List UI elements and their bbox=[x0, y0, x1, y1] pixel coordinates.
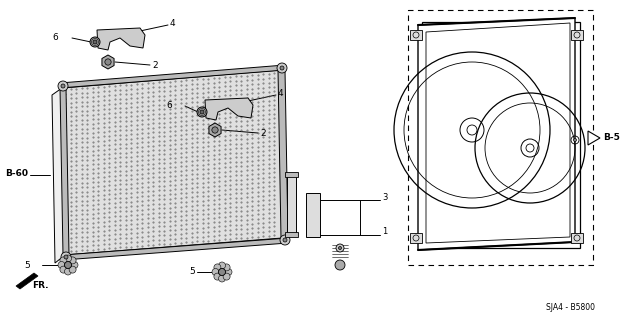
Circle shape bbox=[58, 262, 65, 269]
Circle shape bbox=[200, 110, 204, 114]
Circle shape bbox=[223, 264, 230, 271]
Circle shape bbox=[65, 262, 72, 269]
Text: 5: 5 bbox=[189, 268, 195, 277]
Text: 2: 2 bbox=[260, 129, 266, 137]
Bar bbox=[410, 233, 422, 243]
Bar bbox=[571, 30, 583, 40]
Text: 2: 2 bbox=[152, 61, 157, 70]
Polygon shape bbox=[287, 175, 296, 235]
Circle shape bbox=[277, 63, 287, 73]
Polygon shape bbox=[52, 88, 65, 263]
Circle shape bbox=[280, 66, 284, 70]
Polygon shape bbox=[60, 65, 285, 88]
Circle shape bbox=[214, 273, 221, 280]
Text: FR.: FR. bbox=[32, 280, 49, 290]
Circle shape bbox=[93, 40, 97, 44]
Text: 6: 6 bbox=[52, 33, 58, 41]
Polygon shape bbox=[205, 98, 253, 120]
Circle shape bbox=[64, 255, 68, 259]
Circle shape bbox=[61, 257, 76, 272]
Circle shape bbox=[283, 238, 287, 242]
Circle shape bbox=[197, 107, 207, 117]
Circle shape bbox=[60, 266, 67, 273]
Text: 3: 3 bbox=[382, 192, 387, 202]
Text: B-60: B-60 bbox=[5, 168, 28, 177]
Circle shape bbox=[218, 262, 225, 269]
Circle shape bbox=[105, 59, 111, 65]
Text: B-5: B-5 bbox=[603, 133, 620, 143]
Polygon shape bbox=[418, 18, 575, 250]
Text: 1: 1 bbox=[382, 227, 387, 236]
Circle shape bbox=[225, 269, 232, 276]
Text: SJA4 - B5800: SJA4 - B5800 bbox=[546, 302, 595, 311]
Circle shape bbox=[212, 269, 219, 276]
Polygon shape bbox=[102, 55, 114, 69]
Circle shape bbox=[336, 244, 344, 252]
Bar bbox=[571, 233, 583, 243]
Text: 4: 4 bbox=[170, 19, 175, 28]
Text: 5: 5 bbox=[24, 261, 30, 270]
Circle shape bbox=[339, 247, 342, 249]
Polygon shape bbox=[285, 232, 298, 237]
Circle shape bbox=[69, 266, 76, 273]
Circle shape bbox=[61, 252, 71, 262]
Polygon shape bbox=[588, 131, 600, 145]
Text: 6: 6 bbox=[166, 100, 172, 109]
Circle shape bbox=[214, 264, 230, 279]
Circle shape bbox=[69, 257, 76, 264]
Text: 4: 4 bbox=[278, 90, 284, 99]
Circle shape bbox=[280, 235, 290, 245]
Polygon shape bbox=[63, 238, 288, 260]
Circle shape bbox=[214, 264, 221, 271]
Polygon shape bbox=[16, 273, 38, 289]
Polygon shape bbox=[97, 28, 145, 50]
Circle shape bbox=[218, 275, 225, 282]
Polygon shape bbox=[422, 22, 580, 248]
Bar bbox=[410, 30, 422, 40]
Circle shape bbox=[573, 138, 577, 142]
Circle shape bbox=[60, 257, 67, 264]
Polygon shape bbox=[60, 88, 69, 255]
Circle shape bbox=[65, 255, 72, 262]
Circle shape bbox=[71, 262, 78, 269]
Bar bbox=[408, 10, 593, 265]
Circle shape bbox=[90, 37, 100, 47]
Polygon shape bbox=[209, 123, 221, 137]
Circle shape bbox=[212, 127, 218, 133]
Polygon shape bbox=[278, 70, 288, 238]
Circle shape bbox=[223, 273, 230, 280]
Circle shape bbox=[61, 84, 65, 88]
Circle shape bbox=[335, 260, 345, 270]
Circle shape bbox=[65, 268, 72, 275]
Polygon shape bbox=[62, 70, 283, 255]
Polygon shape bbox=[285, 172, 298, 177]
Polygon shape bbox=[306, 193, 320, 237]
Circle shape bbox=[58, 81, 68, 91]
Circle shape bbox=[218, 269, 225, 276]
